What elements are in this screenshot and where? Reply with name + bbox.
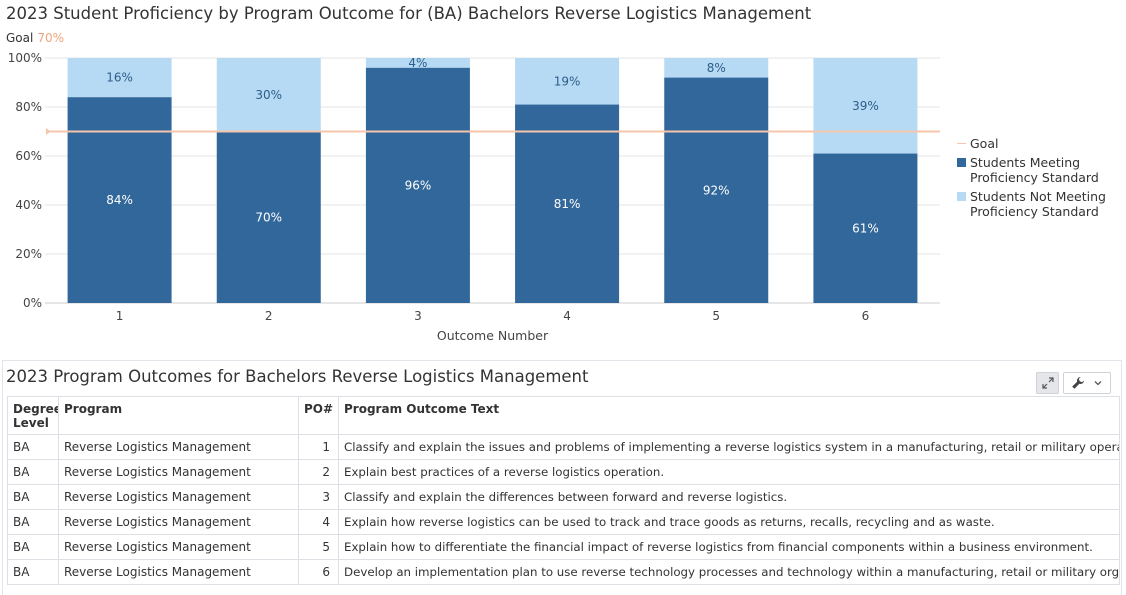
header-degree-level[interactable]: Degree Level — [7, 396, 59, 435]
cell-outcome-text: Explain best practices of a reverse logi… — [338, 459, 1120, 485]
data-label-meeting: 92% — [703, 183, 730, 197]
cell-program: Reverse Logistics Management — [58, 509, 299, 535]
y-tick-label: 0% — [23, 296, 42, 310]
cell-program: Reverse Logistics Management — [58, 559, 299, 585]
cell-po: 6 — [298, 559, 339, 585]
legend-swatch-meeting — [957, 158, 966, 167]
tools-menu-button[interactable] — [1063, 372, 1111, 394]
table-row: BA Reverse Logistics Management 3 Classi… — [7, 484, 1120, 510]
data-label-not-meeting: 39% — [852, 99, 879, 113]
bar-meeting — [813, 153, 918, 303]
cell-degree: BA — [7, 509, 59, 535]
chart-title: 2023 Student Proficiency by Program Outc… — [6, 4, 812, 23]
cell-outcome-text: Explain how reverse logistics can be use… — [338, 509, 1120, 535]
proficiency-chart: 0% 20% 40% 60% 80% 100% 84% 16% 1 70% 30% 2 96% 4% 3 81… — [8, 51, 940, 343]
bar-meeting — [515, 104, 620, 303]
goal-caption-value: 70% — [37, 31, 64, 45]
data-label-meeting: 61% — [852, 221, 879, 235]
data-label-meeting: 96% — [405, 178, 432, 192]
legend-item-meeting[interactable]: Students Meeting Proficiency Standard — [957, 155, 1110, 185]
cell-program: Reverse Logistics Management — [58, 484, 299, 510]
data-label-not-meeting: 30% — [255, 88, 282, 102]
wrench-icon — [1072, 377, 1084, 389]
chart-legend: Goal Students Meeting Proficiency Standa… — [957, 136, 1110, 223]
table-header-row: Degree Level Program PO# Program Outcome… — [7, 396, 1120, 435]
goal-marker — [46, 128, 51, 135]
cell-program: Reverse Logistics Management — [58, 534, 299, 560]
goal-caption-label: Goal — [6, 31, 34, 45]
cell-po: 2 — [298, 459, 339, 485]
bar-meeting — [216, 131, 321, 303]
goal-caption: Goal 70% — [6, 31, 64, 45]
bar-not-meeting — [515, 58, 620, 105]
table-row: BA Reverse Logistics Management 4 Explai… — [7, 509, 1120, 535]
cell-outcome-text: Classify and explain the differences bet… — [338, 484, 1120, 510]
data-label-meeting: 70% — [255, 210, 282, 224]
y-tick-label: 40% — [15, 198, 42, 212]
data-label-meeting: 81% — [554, 197, 581, 211]
bar-not-meeting — [216, 58, 321, 132]
bar-not-meeting — [67, 58, 172, 98]
table-row: BA Reverse Logistics Management 1 Classi… — [7, 434, 1120, 460]
data-label-not-meeting: 16% — [106, 71, 133, 85]
header-program[interactable]: Program — [58, 396, 299, 435]
data-label-not-meeting: 19% — [554, 74, 581, 88]
cell-po: 3 — [298, 484, 339, 510]
data-label-not-meeting: 4% — [408, 56, 427, 70]
cell-degree: BA — [7, 459, 59, 485]
bar-not-meeting — [813, 58, 918, 154]
legend-label-meeting: Students Meeting Proficiency Standard — [970, 155, 1099, 185]
x-tick-label: 3 — [414, 309, 422, 323]
x-tick-label: 5 — [712, 309, 720, 323]
x-tick-label: 4 — [563, 309, 571, 323]
cell-degree: BA — [7, 534, 59, 560]
y-tick-label: 100% — [8, 51, 42, 65]
y-tick-label: 60% — [15, 149, 42, 163]
legend-item-goal[interactable]: Goal — [957, 136, 1110, 151]
y-tick-label: 80% — [15, 100, 42, 114]
table-row: BA Reverse Logistics Management 2 Explai… — [7, 459, 1120, 485]
outcomes-panel: 2023 Program Outcomes for Bachelors Reve… — [2, 360, 1122, 595]
y-tick-label: 20% — [15, 247, 42, 261]
bar-meeting — [365, 67, 470, 303]
chevron-down-icon — [1094, 381, 1102, 386]
expand-icon — [1041, 377, 1054, 389]
legend-swatch-not-meeting — [957, 192, 966, 201]
table-row: BA Reverse Logistics Management 5 Explai… — [7, 534, 1120, 560]
legend-goal-line — [957, 143, 966, 144]
header-outcome-text[interactable]: Program Outcome Text — [338, 396, 1120, 435]
outcomes-table: Degree Level Program PO# Program Outcome… — [7, 396, 1120, 585]
table-row: BA Reverse Logistics Management 6 Develo… — [7, 559, 1120, 585]
legend-label-goal: Goal — [970, 136, 999, 151]
bar-meeting — [664, 77, 769, 303]
x-tick-label: 1 — [116, 309, 124, 323]
cell-program: Reverse Logistics Management — [58, 434, 299, 460]
legend-item-not-meeting[interactable]: Students Not Meeting Proficiency Standar… — [957, 189, 1110, 219]
cell-degree: BA — [7, 434, 59, 460]
x-tick-label: 6 — [862, 309, 870, 323]
cell-degree: BA — [7, 484, 59, 510]
cell-po: 4 — [298, 509, 339, 535]
data-label-meeting: 84% — [106, 193, 133, 207]
cell-po: 1 — [298, 434, 339, 460]
header-po-number[interactable]: PO# — [298, 396, 339, 435]
cell-outcome-text: Explain how to differentiate the financi… — [338, 534, 1120, 560]
table-title: 2023 Program Outcomes for Bachelors Reve… — [6, 367, 589, 386]
cell-degree: BA — [7, 559, 59, 585]
bar-not-meeting — [664, 58, 769, 78]
data-label-not-meeting: 8% — [707, 61, 726, 75]
cell-program: Reverse Logistics Management — [58, 459, 299, 485]
expand-button[interactable] — [1036, 372, 1059, 394]
legend-label-not-meeting: Students Not Meeting Proficiency Standar… — [970, 189, 1106, 219]
cell-outcome-text: Classify and explain the issues and prob… — [338, 434, 1120, 460]
bar-not-meeting — [365, 58, 470, 68]
x-axis-label: Outcome Number — [437, 328, 549, 343]
x-tick-label: 2 — [265, 309, 273, 323]
cell-outcome-text: Develop an implementation plan to use re… — [338, 559, 1120, 585]
cell-po: 5 — [298, 534, 339, 560]
